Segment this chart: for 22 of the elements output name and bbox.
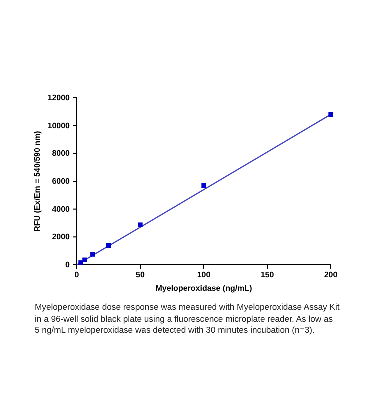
x-tick-label: 200 (324, 270, 338, 280)
point (138, 222, 143, 228)
y-axis-title: RFU (Ex/Em = 540/590 nm) (33, 130, 42, 232)
y-tick-label: 4000 (52, 204, 71, 214)
point (78, 260, 84, 266)
x-tick-label: 100 (197, 270, 212, 280)
x-tick-label: 50 (136, 270, 146, 280)
point (82, 258, 88, 262)
point (202, 183, 206, 188)
y-tick-label: 12000 (48, 94, 71, 103)
y-tick-label: 6000 (52, 177, 71, 186)
x-tick-label: 0 (74, 270, 80, 280)
point (106, 243, 112, 248)
y-tick-label: 0 (66, 260, 71, 270)
x-axis-title: Myeloperoxidase (ng/mL) (156, 284, 253, 293)
y-tick-label: 8000 (52, 149, 71, 158)
text: Myeloperoxidase dose response was measured with Myeloperoxidase Assay Kit in a 96-well solid black plate using a fluorescence microplate reader. As low as 5 ng/mL myeloperoxidase was detected with 30 minutes incubation (n=3). (35, 302, 340, 336)
point (328, 112, 334, 118)
y-tick-label: 10000 (48, 121, 71, 130)
point (90, 252, 96, 257)
x-tick-label: 150 (260, 270, 275, 280)
y-tick-label: 2000 (52, 232, 71, 242)
